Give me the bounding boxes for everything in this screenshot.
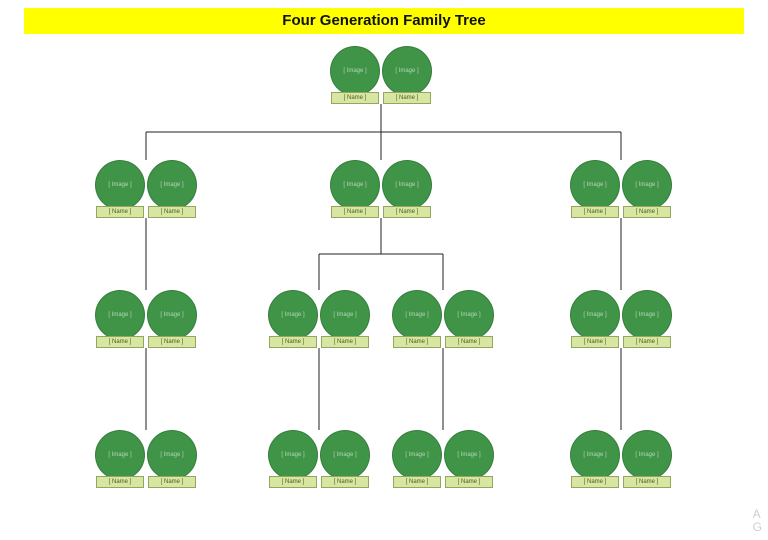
couple-g2c: [ Image ][ Name ][ Image ][ Name ] bbox=[570, 160, 672, 218]
person-image-placeholder: [ Image ] bbox=[444, 290, 494, 340]
couple-g1: [ Image ][ Name ][ Image ][ Name ] bbox=[330, 46, 432, 104]
person-node: [ Image ][ Name ] bbox=[622, 160, 672, 218]
person-name-label: [ Name ] bbox=[148, 206, 196, 218]
person-image-placeholder: [ Image ] bbox=[570, 290, 620, 340]
person-image-placeholder: [ Image ] bbox=[95, 430, 145, 480]
person-node: [ Image ][ Name ] bbox=[268, 430, 318, 488]
person-name-label: [ Name ] bbox=[148, 476, 196, 488]
person-name-label: [ Name ] bbox=[148, 336, 196, 348]
person-node: [ Image ][ Name ] bbox=[147, 290, 197, 348]
person-node: [ Image ][ Name ] bbox=[622, 290, 672, 348]
person-image-placeholder: [ Image ] bbox=[147, 430, 197, 480]
person-image-placeholder: [ Image ] bbox=[268, 290, 318, 340]
person-name-label: [ Name ] bbox=[321, 476, 369, 488]
person-name-label: [ Name ] bbox=[571, 206, 619, 218]
person-name-label: [ Name ] bbox=[269, 336, 317, 348]
person-image-placeholder: [ Image ] bbox=[622, 290, 672, 340]
couple-g2a: [ Image ][ Name ][ Image ][ Name ] bbox=[95, 160, 197, 218]
person-image-placeholder: [ Image ] bbox=[147, 290, 197, 340]
person-image-placeholder: [ Image ] bbox=[147, 160, 197, 210]
person-name-label: [ Name ] bbox=[571, 336, 619, 348]
couple-g2b: [ Image ][ Name ][ Image ][ Name ] bbox=[330, 160, 432, 218]
person-image-placeholder: [ Image ] bbox=[95, 160, 145, 210]
person-node: [ Image ][ Name ] bbox=[330, 46, 380, 104]
person-node: [ Image ][ Name ] bbox=[382, 160, 432, 218]
person-name-label: [ Name ] bbox=[96, 206, 144, 218]
person-image-placeholder: [ Image ] bbox=[392, 290, 442, 340]
person-node: [ Image ][ Name ] bbox=[570, 290, 620, 348]
watermark-line-2: G bbox=[753, 521, 762, 534]
person-name-label: [ Name ] bbox=[445, 476, 493, 488]
person-name-label: [ Name ] bbox=[571, 476, 619, 488]
person-name-label: [ Name ] bbox=[383, 206, 431, 218]
person-name-label: [ Name ] bbox=[331, 206, 379, 218]
person-node: [ Image ][ Name ] bbox=[392, 290, 442, 348]
person-name-label: [ Name ] bbox=[445, 336, 493, 348]
watermark: A G bbox=[753, 508, 762, 534]
couple-g4b1: [ Image ][ Name ][ Image ][ Name ] bbox=[268, 430, 370, 488]
person-node: [ Image ][ Name ] bbox=[268, 290, 318, 348]
person-name-label: [ Name ] bbox=[269, 476, 317, 488]
person-image-placeholder: [ Image ] bbox=[268, 430, 318, 480]
person-image-placeholder: [ Image ] bbox=[330, 46, 380, 96]
person-node: [ Image ][ Name ] bbox=[382, 46, 432, 104]
person-node: [ Image ][ Name ] bbox=[622, 430, 672, 488]
person-name-label: [ Name ] bbox=[321, 336, 369, 348]
couple-g3a: [ Image ][ Name ][ Image ][ Name ] bbox=[95, 290, 197, 348]
couple-g3b2: [ Image ][ Name ][ Image ][ Name ] bbox=[392, 290, 494, 348]
person-image-placeholder: [ Image ] bbox=[320, 290, 370, 340]
person-name-label: [ Name ] bbox=[623, 476, 671, 488]
person-image-placeholder: [ Image ] bbox=[382, 46, 432, 96]
person-node: [ Image ][ Name ] bbox=[147, 160, 197, 218]
couple-g3c: [ Image ][ Name ][ Image ][ Name ] bbox=[570, 290, 672, 348]
person-node: [ Image ][ Name ] bbox=[147, 430, 197, 488]
couple-g3b1: [ Image ][ Name ][ Image ][ Name ] bbox=[268, 290, 370, 348]
person-image-placeholder: [ Image ] bbox=[570, 430, 620, 480]
person-image-placeholder: [ Image ] bbox=[622, 430, 672, 480]
person-name-label: [ Name ] bbox=[96, 476, 144, 488]
person-name-label: [ Name ] bbox=[383, 92, 431, 104]
person-name-label: [ Name ] bbox=[331, 92, 379, 104]
person-image-placeholder: [ Image ] bbox=[320, 430, 370, 480]
couple-g4c: [ Image ][ Name ][ Image ][ Name ] bbox=[570, 430, 672, 488]
person-image-placeholder: [ Image ] bbox=[392, 430, 442, 480]
person-node: [ Image ][ Name ] bbox=[444, 430, 494, 488]
person-name-label: [ Name ] bbox=[96, 336, 144, 348]
person-node: [ Image ][ Name ] bbox=[95, 290, 145, 348]
person-image-placeholder: [ Image ] bbox=[382, 160, 432, 210]
couple-g4a: [ Image ][ Name ][ Image ][ Name ] bbox=[95, 430, 197, 488]
person-node: [ Image ][ Name ] bbox=[392, 430, 442, 488]
person-image-placeholder: [ Image ] bbox=[444, 430, 494, 480]
person-node: [ Image ][ Name ] bbox=[320, 430, 370, 488]
person-image-placeholder: [ Image ] bbox=[95, 290, 145, 340]
person-image-placeholder: [ Image ] bbox=[330, 160, 380, 210]
person-node: [ Image ][ Name ] bbox=[444, 290, 494, 348]
person-node: [ Image ][ Name ] bbox=[95, 430, 145, 488]
person-name-label: [ Name ] bbox=[623, 336, 671, 348]
person-node: [ Image ][ Name ] bbox=[95, 160, 145, 218]
person-node: [ Image ][ Name ] bbox=[330, 160, 380, 218]
person-image-placeholder: [ Image ] bbox=[622, 160, 672, 210]
person-image-placeholder: [ Image ] bbox=[570, 160, 620, 210]
person-name-label: [ Name ] bbox=[393, 336, 441, 348]
person-node: [ Image ][ Name ] bbox=[320, 290, 370, 348]
person-name-label: [ Name ] bbox=[393, 476, 441, 488]
person-node: [ Image ][ Name ] bbox=[570, 160, 620, 218]
person-node: [ Image ][ Name ] bbox=[570, 430, 620, 488]
couple-g4b2: [ Image ][ Name ][ Image ][ Name ] bbox=[392, 430, 494, 488]
person-name-label: [ Name ] bbox=[623, 206, 671, 218]
tree-canvas: [ Image ][ Name ][ Image ][ Name ][ Imag… bbox=[0, 0, 768, 540]
